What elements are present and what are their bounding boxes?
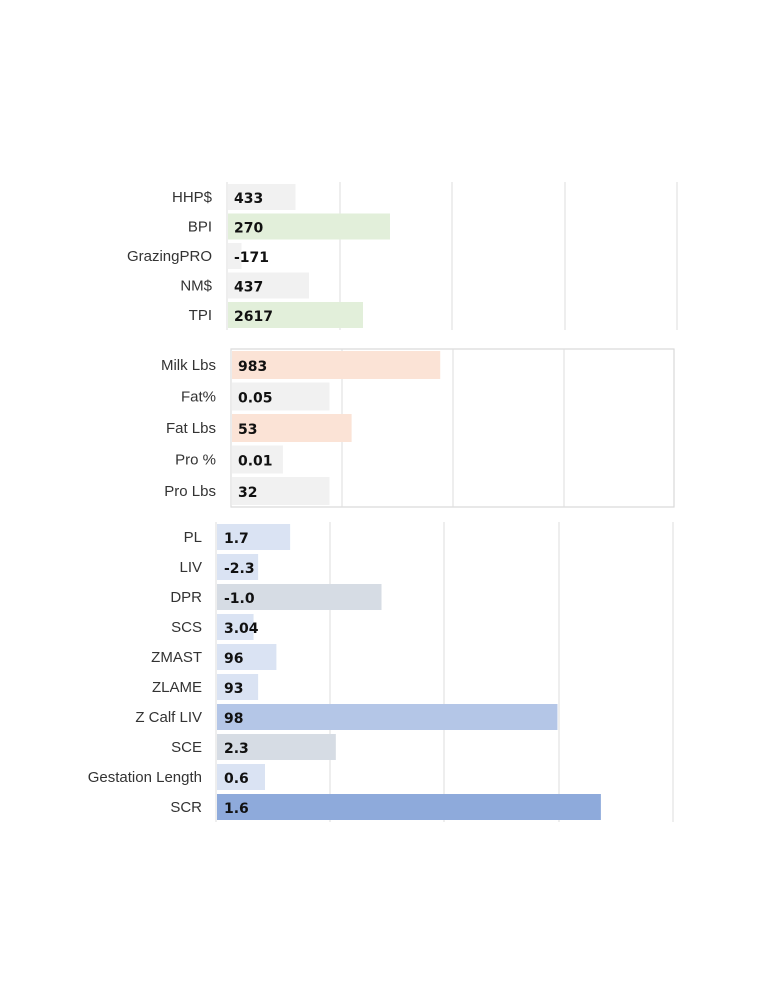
value-label: 3.04 [224, 621, 259, 637]
category-label: SCS [171, 619, 202, 636]
bar [217, 524, 291, 550]
category-label: LIV [179, 559, 202, 576]
value-label: 2617 [234, 309, 273, 325]
bar [217, 584, 382, 610]
bar [217, 674, 259, 700]
category-label: HHP$ [172, 189, 213, 206]
bar [228, 302, 363, 328]
bar [228, 243, 242, 269]
value-label: 0.05 [238, 391, 273, 407]
bar [217, 794, 601, 820]
value-label: 2.3 [224, 741, 249, 757]
value-label: 93 [224, 681, 243, 697]
category-label: Gestation Length [88, 769, 202, 786]
bar [232, 445, 283, 474]
value-label: 1.6 [224, 801, 249, 817]
value-label: 53 [238, 422, 257, 438]
bar [232, 414, 352, 442]
bar [232, 382, 330, 411]
bar [228, 272, 309, 299]
category-label: Milk Lbs [161, 357, 216, 374]
category-label: Pro % [175, 452, 216, 469]
category-label: PL [184, 529, 202, 546]
category-label: GrazingPRO [127, 248, 212, 265]
category-label: Fat Lbs [166, 420, 216, 437]
category-label: TPI [189, 307, 212, 324]
value-label: 96 [224, 651, 243, 667]
bar [228, 184, 296, 210]
bar [232, 477, 330, 505]
category-label: BPI [188, 219, 212, 236]
category-label: Fat% [181, 389, 216, 406]
value-label: 1.7 [224, 531, 249, 547]
value-label: -2.3 [224, 561, 255, 577]
category-label: SCR [170, 799, 202, 816]
bar [217, 734, 336, 760]
bar [217, 704, 558, 730]
value-label: 98 [224, 711, 243, 727]
value-label: 0.01 [238, 454, 273, 470]
category-label: ZLAME [152, 679, 202, 696]
value-label: 437 [234, 280, 263, 296]
category-label: ZMAST [151, 649, 202, 666]
category-label: Pro Lbs [164, 483, 216, 500]
bar [232, 351, 441, 379]
value-label: 433 [234, 191, 263, 207]
bar [217, 614, 254, 640]
bar [228, 213, 390, 240]
bar [217, 764, 265, 790]
category-label: SCE [171, 739, 202, 756]
bar [217, 644, 277, 670]
index-chart: HHP$ 433 BPI 270 GrazingPRO -171 NM$ 437 TPI 2617 [127, 182, 678, 330]
category-label: Z Calf LIV [135, 709, 202, 726]
value-label: 270 [234, 221, 263, 237]
category-label: NM$ [180, 278, 212, 295]
value-label: -171 [234, 250, 269, 266]
health-chart: PL 1.7 LIV -2.3 DPR -1.0 SCS 3.04 ZMAST 96 ZLAME 93… [88, 522, 674, 822]
bar [217, 554, 259, 580]
category-label: DPR [170, 589, 202, 606]
production-chart: Milk Lbs 983 Fat% 0.05 Fat Lbs 53 Pro % 0.01 Pro… [161, 348, 675, 508]
value-label: 983 [238, 359, 267, 375]
value-label: -1.0 [224, 591, 255, 607]
value-label: 32 [238, 485, 257, 501]
value-label: 0.6 [224, 771, 249, 787]
